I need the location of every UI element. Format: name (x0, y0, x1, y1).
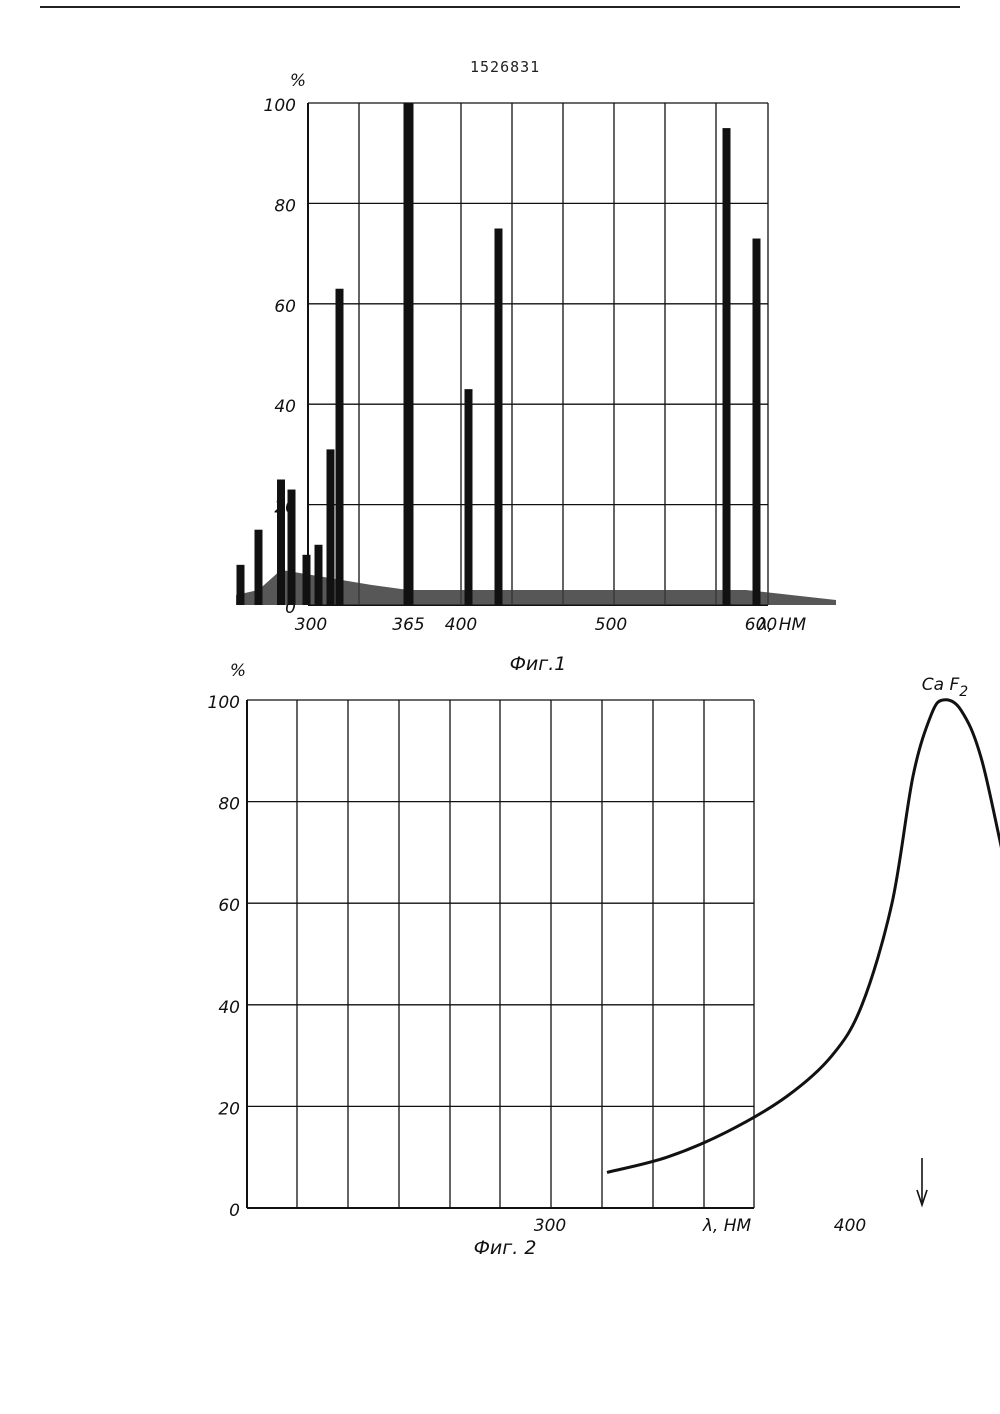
fig2-annotation-label: Ca F2 (922, 675, 968, 700)
fig2-xtick-label: 400 (834, 1216, 866, 1236)
fig1-xlabel: λ, НМ (757, 615, 807, 635)
fig2-xtick-label: 300 (534, 1216, 566, 1236)
fig2-ytick-label: 60 (218, 896, 240, 916)
fig2-caption: Фиг. 2 (474, 1237, 537, 1259)
fig1-bar (753, 239, 761, 605)
fig1-ytick-label: 40 (274, 397, 296, 417)
fig1-bar (237, 565, 245, 605)
fig1-bar (288, 490, 296, 605)
figure-2: 020406080100%Ca F2Ca F2300400500600λ, НМ… (208, 661, 1000, 1259)
fig1-ytick-label: 100 (264, 96, 296, 116)
fig2-curve (607, 700, 1000, 1198)
fig1-caption: Фиг.1 (510, 653, 567, 675)
fig1-ytick-label: 80 (274, 196, 296, 216)
fig2-xlabel: λ, НМ (702, 1216, 752, 1236)
fig1-bar (255, 530, 263, 605)
fig2-ytick-label: 40 (218, 998, 240, 1018)
fig1-bar (495, 229, 503, 606)
fig1-xtick-label: 300 (295, 615, 327, 635)
figure-1: 020406080100%300365400500600λ, НМФиг.1 (236, 71, 836, 675)
fig2-ylabel: % (230, 661, 246, 681)
fig1-bar (277, 480, 285, 606)
fig2-annotation-subscript: 2 (959, 684, 968, 700)
fig1-background-continuum (236, 570, 836, 605)
fig1-xtick-label: 500 (595, 615, 627, 635)
fig1-bar (303, 555, 311, 605)
fig1-xtick-label: 400 (445, 615, 477, 635)
fig1-ylabel: % (290, 71, 306, 91)
fig1-bar (723, 128, 731, 605)
fig2-ytick-label: 80 (218, 795, 240, 815)
fig1-bar (327, 449, 335, 605)
fig1-bar (465, 389, 473, 605)
fig1-bar (336, 289, 344, 605)
fig1-bar (404, 103, 414, 605)
fig2-ytick-label: 0 (229, 1201, 240, 1221)
fig1-ytick-label: 60 (274, 297, 296, 317)
fig2-ytick-label: 20 (218, 1099, 240, 1119)
fig2-ytick-label: 100 (208, 693, 240, 713)
fig1-xtick-label: 365 (392, 615, 424, 635)
fig1-bar (315, 545, 323, 605)
